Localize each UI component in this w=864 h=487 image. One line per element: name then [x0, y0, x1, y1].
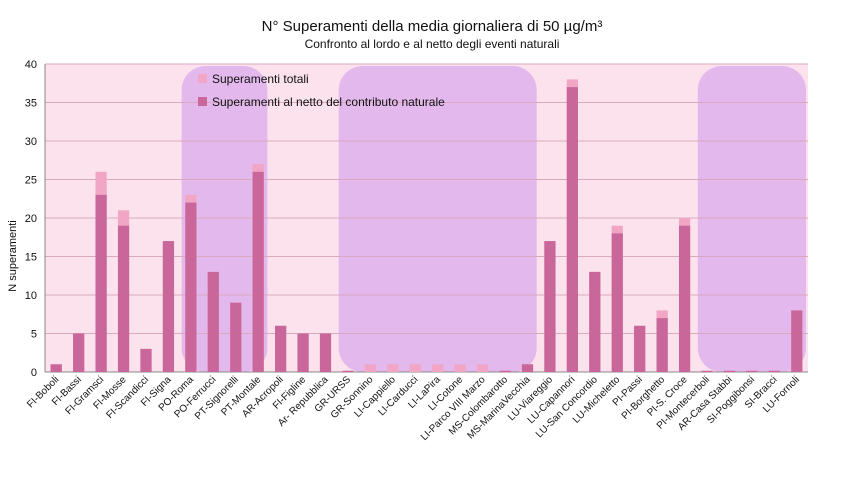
bar-netto-1 — [73, 333, 85, 372]
y-tick-label: 15 — [25, 252, 37, 264]
bar-netto-12 — [319, 333, 332, 372]
bar-netto-28 — [678, 225, 691, 372]
bar-totali-16 — [409, 364, 421, 372]
bar-totali-17 — [432, 364, 444, 372]
bar-netto-33 — [791, 310, 803, 372]
y-tick-label: 20 — [25, 213, 37, 225]
bar-netto-0 — [50, 364, 62, 372]
legend-label: Superamenti al netto del contributo natu… — [212, 95, 445, 109]
highlight-zone-3 — [697, 66, 806, 372]
legend-swatch-1 — [198, 74, 207, 83]
legend-swatch-2 — [198, 97, 207, 106]
bar-netto-26 — [634, 325, 646, 372]
bar-netto-4 — [140, 348, 152, 372]
bar-netto-7 — [207, 271, 219, 372]
bar-netto-10 — [275, 325, 287, 372]
y-tick-label: 35 — [25, 98, 37, 110]
bar-totali-19 — [476, 364, 489, 372]
bar-netto-9 — [252, 171, 264, 372]
bar-netto-22 — [544, 241, 556, 372]
bar-netto-5 — [162, 241, 175, 372]
bar-totali-14 — [364, 364, 377, 372]
bar-totali-15 — [387, 364, 399, 372]
bar-netto-8 — [230, 302, 242, 372]
bar-netto-23 — [566, 87, 578, 372]
y-tick-label: 30 — [25, 136, 37, 148]
bar-netto-24 — [589, 271, 601, 372]
y-tick-label: 25 — [25, 175, 37, 187]
chart-title: N° Superamenti della media giornaliera d… — [261, 18, 603, 35]
highlight-zone-2 — [338, 66, 537, 372]
bar-netto-21 — [521, 364, 534, 372]
legend-label: Superamenti totali — [212, 72, 309, 86]
y-tick-label: 10 — [25, 290, 37, 302]
y-tick-label: 5 — [31, 329, 37, 341]
y-tick-label: 40 — [25, 59, 37, 71]
bar-netto-25 — [611, 233, 623, 372]
bar-netto-3 — [117, 225, 130, 372]
bar-totali-18 — [454, 364, 466, 372]
bar-netto-6 — [185, 202, 197, 372]
bar-netto-2 — [95, 194, 107, 372]
y-tick-label: 0 — [31, 367, 37, 379]
bar-netto-27 — [656, 318, 668, 372]
chart-subtitle: Confronto al lordo e al netto degli even… — [304, 37, 560, 51]
bar-netto-11 — [297, 333, 309, 372]
